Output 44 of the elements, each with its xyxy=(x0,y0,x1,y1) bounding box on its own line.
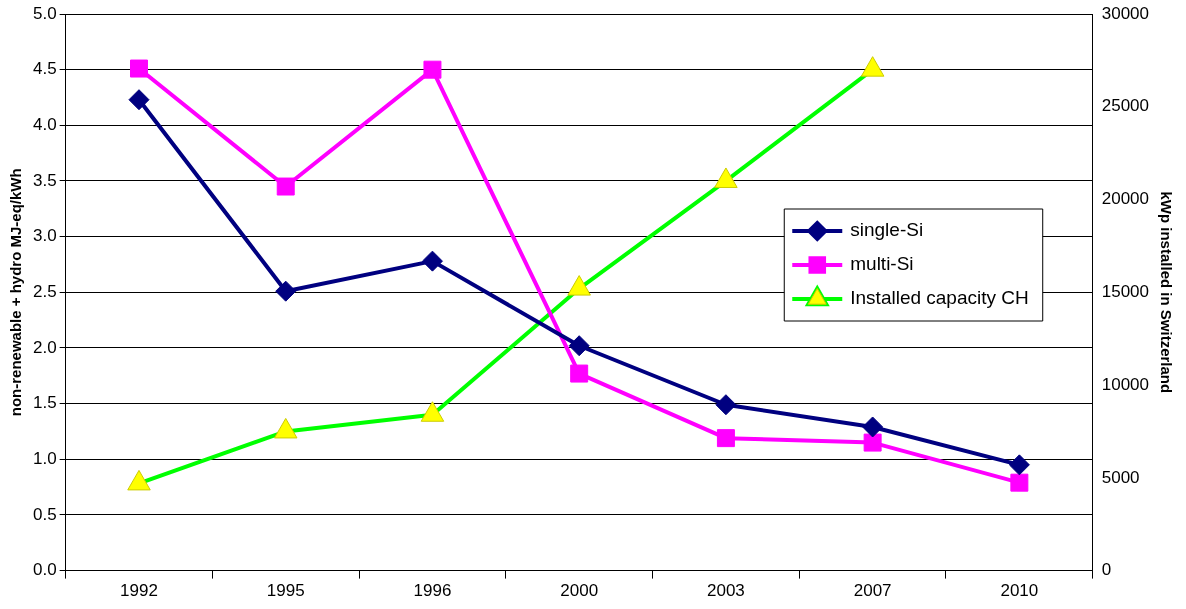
legend-label: single-Si xyxy=(850,219,924,241)
y-tick-label: 4.0 xyxy=(32,115,57,135)
y2-tick-label: 25000 xyxy=(1101,96,1150,116)
point xyxy=(863,433,882,452)
y-axis-title: non-renewable + hydro MJ-eq/kWh xyxy=(7,168,25,417)
point xyxy=(1010,473,1029,492)
y2-axis-title: kWp installed in Switzerland xyxy=(1157,191,1175,394)
y2-tick-label: 10000 xyxy=(1101,374,1150,394)
y-tick-label: 3.5 xyxy=(32,170,57,190)
legend-label: Installed capacity CH xyxy=(850,287,1029,309)
point xyxy=(716,429,735,448)
y-tick-label: 2.5 xyxy=(32,281,57,301)
y2-tick-label: 20000 xyxy=(1101,189,1150,209)
x-tick-label: 2007 xyxy=(853,581,892,601)
point xyxy=(862,416,884,438)
y2-tick-label: 30000 xyxy=(1101,3,1150,23)
y-tick-label: 1.0 xyxy=(32,448,57,468)
x-tick-label: 1992 xyxy=(120,581,158,601)
point xyxy=(1008,454,1030,476)
y2-tick-label: 15000 xyxy=(1101,281,1150,301)
x-tick-label: 2000 xyxy=(560,581,599,601)
point xyxy=(128,89,150,111)
point xyxy=(568,335,590,357)
y-tick-label: 4.5 xyxy=(32,59,57,79)
point xyxy=(276,177,295,196)
y-tick-label: 5.0 xyxy=(32,3,57,23)
point xyxy=(715,394,737,416)
x-tick-label: 1995 xyxy=(266,581,305,601)
y-tick-label: 0.5 xyxy=(32,504,57,524)
point xyxy=(275,280,297,302)
x-tick-label: 1996 xyxy=(413,581,452,601)
y-tick-label: 3.0 xyxy=(32,226,57,246)
point xyxy=(570,364,589,383)
y-tick-label: 0.0 xyxy=(32,560,57,580)
point xyxy=(421,250,443,272)
point xyxy=(130,59,148,78)
y-tick-label: 1.5 xyxy=(32,393,57,413)
x-tick-label: 2003 xyxy=(706,581,745,601)
y2-tick-label: 5000 xyxy=(1101,467,1140,487)
x-tick-label: 2010 xyxy=(1000,581,1039,601)
y-tick-label: 2.0 xyxy=(32,337,57,357)
point xyxy=(423,60,442,79)
y2-tick-label: 0 xyxy=(1101,560,1112,580)
legend-label: multi-Si xyxy=(850,253,914,275)
